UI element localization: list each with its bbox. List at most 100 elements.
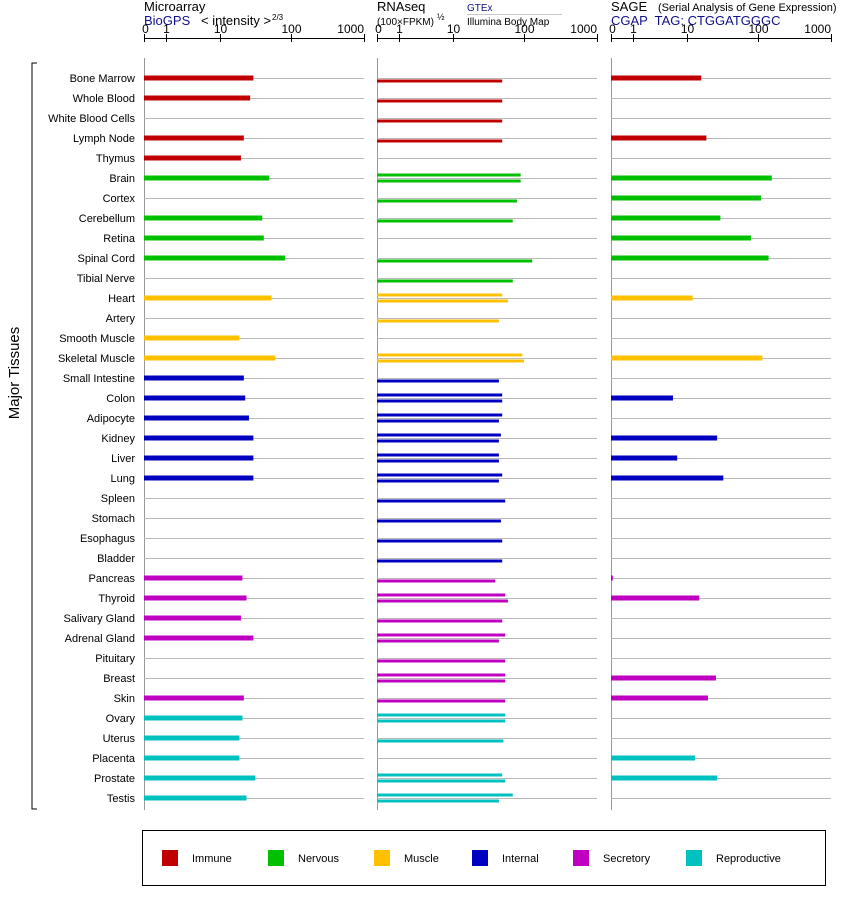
tissue-label: Bladder [97, 553, 135, 565]
bar-adrenal-gland [377, 633, 506, 637]
rnaseq-scale-exponent: ½ [437, 12, 445, 22]
bar-thyroid [611, 595, 700, 601]
bar-adipocyte [377, 413, 503, 417]
bar-brain [377, 173, 521, 177]
bars [144, 75, 772, 803]
bar-lung [377, 473, 503, 477]
bar-thyroid [377, 599, 508, 603]
bar-bone-marrow [611, 75, 702, 81]
bar-skin [144, 695, 244, 701]
x-tick-label: 100 [514, 22, 534, 36]
bar-salivary-gland [377, 619, 503, 623]
bar-colon [377, 399, 503, 403]
legend: Immune Nervous Muscle Internal Secretory Repr… [142, 830, 826, 886]
x-tick-label: 100 [281, 22, 301, 36]
x-tick-label: 100 [748, 22, 768, 36]
bar-spinal-cord [611, 255, 769, 261]
rnaseq-source-bodymap: Illumina Body Map [467, 17, 550, 28]
legend-swatch-internal [472, 850, 488, 866]
bar-adipocyte [377, 419, 499, 423]
tissue-label: Kidney [101, 433, 135, 445]
bar-ovary [377, 719, 506, 723]
bar-cerebellum [377, 219, 513, 223]
tissue-label: White Blood Cells [48, 113, 135, 125]
tissue-label: Lung [111, 473, 135, 485]
tissue-label: Spleen [101, 493, 135, 505]
bar-cortex [611, 195, 761, 201]
bar-kidney [377, 439, 499, 443]
bar-colon [144, 395, 246, 401]
legend-swatch-reproductive [686, 850, 702, 866]
bar-pituitary [377, 659, 506, 663]
tissue-label: Cerebellum [79, 213, 135, 225]
x-tick-label: 1 [630, 22, 637, 36]
legend-swatch-nervous [268, 850, 284, 866]
tissue-label: Smooth Muscle [59, 333, 135, 345]
bar-breast [377, 679, 506, 683]
legend-swatch-immune [162, 850, 178, 866]
bar-whole-blood [377, 99, 503, 103]
tissue-label: Bone Marrow [70, 73, 135, 85]
x-tick-label: 0 [375, 22, 382, 36]
bar-stomach [377, 519, 501, 523]
bar-kidney [377, 433, 501, 437]
x-tick-label: 1000 [804, 22, 831, 36]
bar-cerebellum [611, 215, 721, 221]
tissue-label: Placenta [92, 753, 136, 765]
x-tick-label: 0 [142, 22, 149, 36]
bar-brain [377, 179, 521, 183]
bar-heart [377, 299, 508, 303]
bar-skin [611, 695, 708, 701]
legend-label-muscle: Muscle [404, 853, 439, 865]
bar-adrenal-gland [377, 639, 499, 643]
bar-pancreas [377, 579, 496, 583]
bar-kidney [611, 435, 718, 441]
bar-whole-blood [144, 95, 251, 101]
x-tick-label: 0 [609, 22, 616, 36]
bar-adipocyte [144, 415, 249, 421]
sage-subtitle: (Serial Analysis of Gene Expression) [658, 2, 837, 14]
x-tick-label: 1000 [570, 22, 597, 36]
bar-breast [377, 673, 506, 677]
bar-small-intestine [377, 379, 499, 383]
bar-heart [144, 295, 272, 301]
bar-white-blood-cells [377, 119, 503, 123]
bar-skeletal-muscle [611, 355, 763, 361]
tissue-label: Spinal Cord [78, 253, 135, 265]
legend-label-reproductive: Reproductive [716, 853, 781, 865]
bar-uterus [144, 735, 240, 741]
sage-title: SAGE [611, 0, 647, 14]
bar-spinal-cord [377, 259, 533, 263]
bar-skeletal-muscle [377, 353, 523, 357]
bar-ovary [144, 715, 243, 721]
bar-lymph-node [144, 135, 244, 141]
microarray-scale-exponent: 2/3 [272, 13, 284, 22]
bar-salivary-gland [144, 615, 241, 621]
legend-swatch-secretory [573, 850, 589, 866]
tissue-label: Tibial Nerve [77, 273, 135, 285]
y-axis-bracket [31, 62, 37, 810]
bar-thymus [144, 155, 241, 161]
bar-cortex [377, 199, 517, 203]
bar-bone-marrow [144, 75, 254, 81]
tissue-label: Skeletal Muscle [58, 353, 135, 365]
tissue-label: Thyroid [98, 593, 135, 605]
bar-breast [611, 675, 716, 681]
bar-lung [377, 479, 499, 483]
tissue-label: Adipocyte [87, 413, 135, 425]
rnaseq-source-gtex: GTEx [467, 3, 493, 14]
microarray-title: Microarray [144, 0, 206, 14]
y-axis: Major Tissues [6, 62, 37, 810]
bar-kidney [144, 435, 254, 441]
tissue-label: Ovary [106, 713, 136, 725]
bar-skeletal-muscle [144, 355, 276, 361]
bar-lymph-node [611, 135, 707, 141]
legend-label-secretory: Secretory [603, 853, 651, 865]
bar-heart [611, 295, 693, 301]
tissue-label: Whole Blood [73, 93, 135, 105]
tissue-label: Prostate [94, 773, 135, 785]
bar-skeletal-muscle [377, 359, 524, 363]
bar-ovary [377, 713, 506, 717]
panel-headers: Microarray BioGPS < intensity > 2/3 RNAs… [144, 0, 837, 28]
